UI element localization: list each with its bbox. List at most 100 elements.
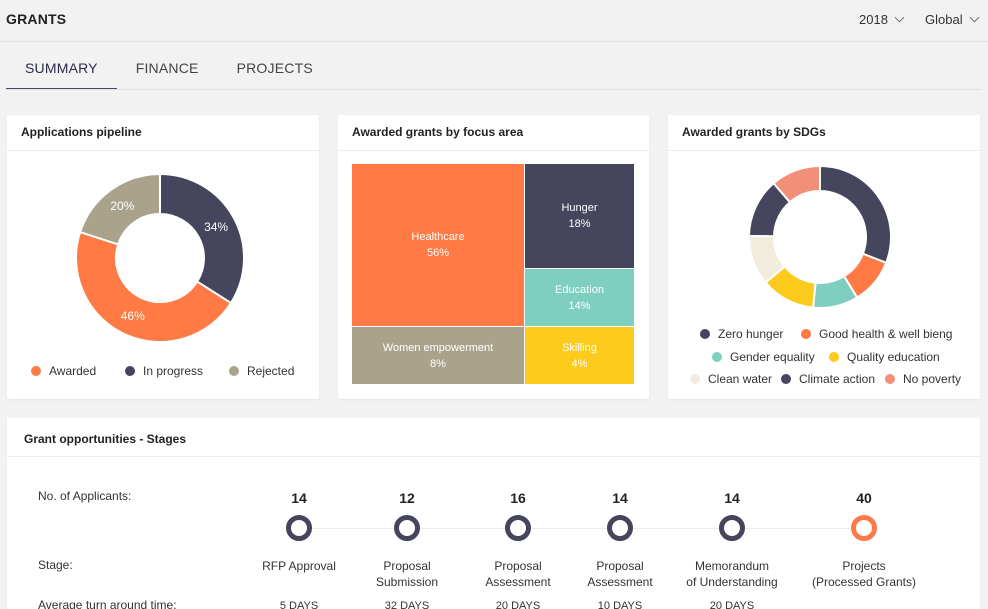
legend-zero-hunger: Zero hunger xyxy=(700,327,783,341)
legend-label: No poverty xyxy=(903,372,962,386)
stage-name-proposal-submission: Proposal Submission xyxy=(342,558,472,590)
stage-marker-memorandum[interactable] xyxy=(719,515,745,541)
tab-projects[interactable]: PROJECTS xyxy=(236,60,313,76)
stage-name-line: Proposal xyxy=(383,559,431,573)
pipeline-slice-1[interactable] xyxy=(75,230,233,343)
stage-marker-projects[interactable] xyxy=(851,515,877,541)
card-title: Awarded grants by focus area xyxy=(352,125,524,139)
legend-gender-equality: Gender equality xyxy=(712,350,815,364)
legend-dot xyxy=(829,352,839,362)
stage-connector-line xyxy=(303,528,863,529)
sdg-card: Awarded grants by SDGs Zero hunger Good … xyxy=(668,115,980,399)
stage-name-line: RFP Approval xyxy=(262,559,336,573)
treemap-cell-education[interactable]: Education 14% xyxy=(525,269,634,326)
pipeline-donut-chart: 34% 46% 20% xyxy=(75,172,245,343)
pipeline-slice-2[interactable] xyxy=(78,172,161,246)
cell-value: 4% xyxy=(571,357,588,370)
legend-label: In progress xyxy=(143,364,204,378)
stage-name-line: Memorandum xyxy=(694,559,770,573)
treemap-cell-hunger[interactable]: Hunger 18% xyxy=(525,164,634,268)
stage-name-proposal-assessment: Proposal Assessment xyxy=(453,558,583,590)
stage-turnaround: 20 DAYS xyxy=(495,600,541,609)
legend-good-health: Good health & well bieng xyxy=(801,327,952,341)
chevron-down-icon xyxy=(969,12,980,23)
stage-marker-proposal-assessment[interactable] xyxy=(505,515,531,541)
legend-label: Rejected xyxy=(247,364,295,378)
legend-in-progress: In progress xyxy=(125,364,203,378)
stage-marker-rfp-approval[interactable] xyxy=(286,515,312,541)
stages-card: Grant opportunities - Stages No. of Appl… xyxy=(7,418,980,609)
turn-around-label: Average turn around time: xyxy=(38,598,177,609)
stage-name-projects: Projects (Processed Grants) xyxy=(799,558,929,590)
cell-value: 18% xyxy=(568,218,591,230)
top-bar: GRANTS 2018 Global xyxy=(0,0,988,42)
stage-name-rfp-approval: RFP Approval xyxy=(234,558,364,574)
pipeline-slice-0[interactable] xyxy=(159,172,245,305)
legend-dot xyxy=(229,366,239,376)
stage-label: Stage: xyxy=(38,558,73,572)
applicants-label: No. of Applicants: xyxy=(38,489,132,503)
stage-turnaround: 5 DAYS xyxy=(279,600,319,609)
divider xyxy=(7,456,980,457)
sdg-donut-chart xyxy=(747,164,892,309)
stage-turnaround: 20 DAYS xyxy=(709,600,755,609)
cell-value: 14% xyxy=(568,299,591,312)
region-value: Global xyxy=(925,12,963,27)
stage-count: 16 xyxy=(510,490,526,506)
stage-name-proposal-assessment-2: Proposal Assessment xyxy=(555,558,685,590)
legend-dot xyxy=(801,329,811,339)
legend-label: Good health & well bieng xyxy=(819,327,953,341)
legend-dot xyxy=(31,366,41,376)
pipeline-slice-label-2: 20% xyxy=(110,199,134,213)
stage-marker-proposal-submission[interactable] xyxy=(394,515,420,541)
legend-dot xyxy=(781,374,791,384)
card-title: Grant opportunities - Stages xyxy=(24,432,187,446)
card-title: Awarded grants by SDGs xyxy=(682,125,826,139)
focus-area-card: Awarded grants by focus area Healthcare … xyxy=(338,115,649,399)
cell-label: Skilling xyxy=(562,341,597,354)
stage-name-line: Proposal xyxy=(596,559,644,573)
sdg-slice-6[interactable] xyxy=(772,164,821,204)
divider xyxy=(338,150,649,151)
app-title: GRANTS xyxy=(6,11,67,27)
sdg-slice-0[interactable] xyxy=(819,164,892,265)
year-value: 2018 xyxy=(859,12,888,27)
legend-label: Gender equality xyxy=(730,350,815,364)
stage-name-line: Projects xyxy=(842,559,886,573)
stage-count: 14 xyxy=(612,490,628,506)
cell-label: Healthcare xyxy=(411,231,465,243)
legend-quality-education: Quality education xyxy=(829,350,940,364)
divider xyxy=(7,150,319,151)
cell-label: Education xyxy=(555,283,604,296)
cell-value: 56% xyxy=(426,247,450,259)
legend-label: Quality education xyxy=(847,350,940,364)
stage-turnaround: 32 DAYS xyxy=(384,600,430,609)
legend-rejected: Rejected xyxy=(229,364,294,378)
year-dropdown[interactable]: 2018 xyxy=(859,12,905,27)
tab-summary[interactable]: SUMMARY xyxy=(6,50,117,90)
cell-label: Hunger xyxy=(561,202,598,214)
divider xyxy=(668,150,980,151)
pipeline-slice-label-0: 34% xyxy=(204,220,228,234)
legend-no-poverty: No poverty xyxy=(885,372,961,386)
stage-name-line: of Understanding xyxy=(686,575,778,589)
region-dropdown[interactable]: Global xyxy=(925,12,980,27)
stage-count: 14 xyxy=(724,490,740,506)
treemap-cell-healthcare[interactable]: Healthcare 56% xyxy=(352,164,524,326)
pipeline-slice-label-1: 46% xyxy=(121,309,145,323)
treemap-cell-women-empowerment[interactable]: Women empowerment 8% xyxy=(352,327,524,384)
stage-count: 14 xyxy=(291,490,307,506)
stage-count: 12 xyxy=(399,490,415,506)
card-title: Applications pipeline xyxy=(21,125,142,139)
legend-dot xyxy=(712,352,722,362)
stage-name-line: Proposal xyxy=(494,559,542,573)
stage-name-line: Assessment xyxy=(587,575,653,589)
applications-pipeline-card: Applications pipeline 34% 46% 20% Awarded … xyxy=(7,115,319,399)
stage-marker-proposal-assessment-2[interactable] xyxy=(607,515,633,541)
tab-finance[interactable]: FINANCE xyxy=(135,60,199,76)
treemap-cell-skilling[interactable]: Skilling 4% xyxy=(525,327,634,384)
legend-dot xyxy=(690,374,700,384)
legend-label: Zero hunger xyxy=(718,327,784,341)
cell-label: Women empowerment xyxy=(382,341,494,354)
stage-turnaround: 10 DAYS xyxy=(597,600,643,609)
